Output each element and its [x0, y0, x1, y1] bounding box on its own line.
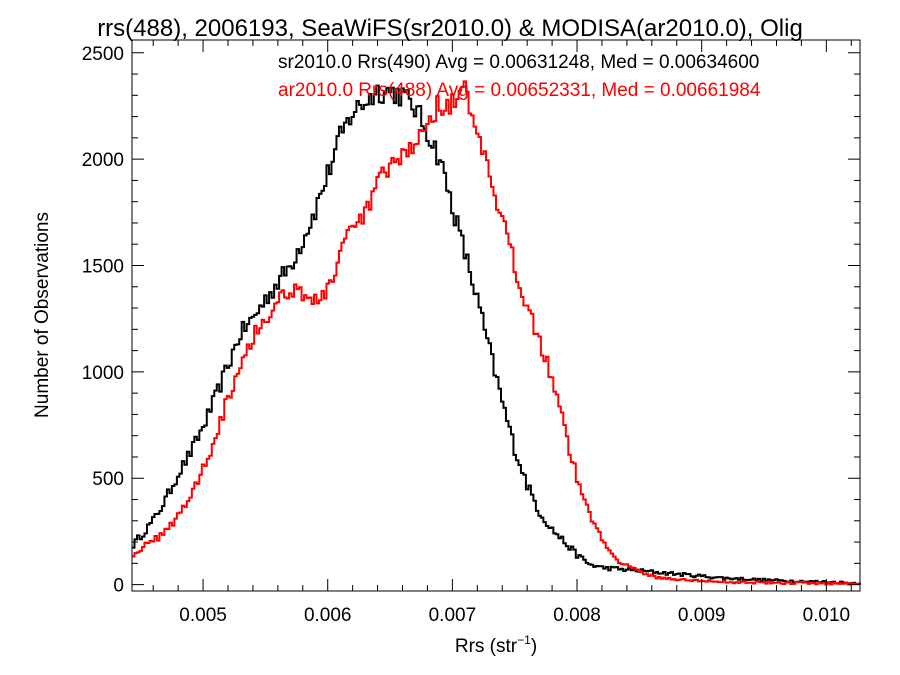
x-axis-label: Rrs (str−1): [455, 633, 537, 657]
legend-entry-ar2010: ar2010.0 Rrs(488) Avg = 0.00652331, Med …: [278, 80, 761, 101]
x-tick-label: 0.005: [179, 605, 227, 626]
x-axis-label-close: ): [531, 636, 537, 657]
x-tick-label: 0.009: [678, 605, 726, 626]
y-tick-label: 1500: [82, 257, 124, 278]
series-line-ar2010: [132, 80, 861, 586]
legend-entry-sr2010: sr2010.0 Rrs(490) Avg = 0.00631248, Med …: [278, 52, 759, 73]
y-tick-label: 2000: [82, 150, 124, 171]
axis-ticks: 0.005 0.006 0.007 0.008 0.009 0.010 0 500 1000 15…: [82, 40, 860, 626]
x-tick-label: 0.006: [304, 605, 352, 626]
plot-frame: [131, 39, 861, 592]
series-line-sr2010: [132, 84, 861, 586]
x-tick-label: 0.008: [553, 605, 601, 626]
y-tick-label: 1000: [82, 363, 124, 384]
y-axis-label: Number of Observations: [32, 212, 53, 418]
chart-title: rrs(488), 2006193, SeaWiFS(sr2010.0) & M…: [97, 15, 803, 42]
x-axis-label-main: Rrs (str: [455, 636, 518, 657]
x-tick-label: 0.010: [803, 605, 851, 626]
y-tick-label: 0: [113, 576, 124, 597]
y-tick-label: 500: [92, 469, 124, 490]
x-axis-label-superscript: −1: [517, 633, 531, 647]
series-layer: [132, 80, 861, 586]
x-tick-label: 0.007: [429, 605, 477, 626]
y-tick-label: 2500: [82, 44, 124, 65]
